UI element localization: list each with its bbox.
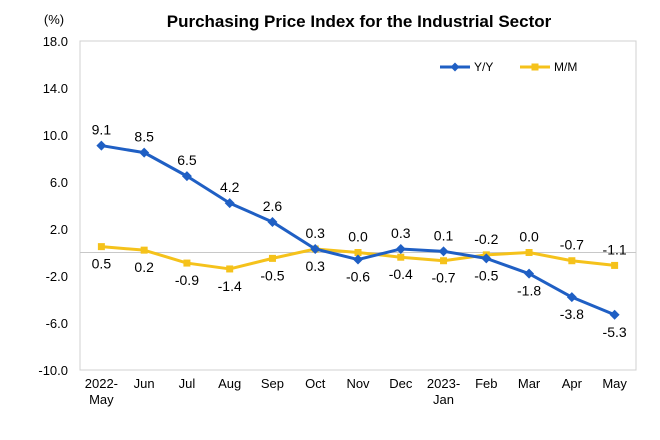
x-tick-label: 2022-: [85, 376, 118, 391]
point-mm: [268, 254, 276, 262]
data-label-yy: -0.6: [346, 269, 370, 285]
y-axis-unit-label: (%): [44, 12, 64, 27]
data-label-mm: 0.2: [134, 259, 154, 275]
x-tick-label: Feb: [475, 376, 497, 391]
point-mm: [397, 253, 405, 261]
point-mm: [226, 265, 234, 273]
data-label-yy: -5.3: [603, 324, 627, 340]
data-label-mm: -0.5: [260, 267, 284, 283]
x-tick-label: May: [602, 376, 627, 391]
data-label-yy: 0.3: [391, 225, 411, 241]
chart-title: Purchasing Price Index for the Industria…: [167, 12, 552, 31]
data-label-yy: 8.5: [134, 129, 154, 145]
data-labels-layer: 9.1 8.5 6.5 4.2 2.6 0.3 -0.6 0.3 0.1 -0.5 -1.8 -3.8…: [92, 122, 627, 340]
point-mm: [183, 259, 191, 267]
x-tick-label: Nov: [346, 376, 370, 391]
point-yy: [181, 171, 192, 182]
x-tick-label: Jun: [134, 376, 155, 391]
point-yy: [224, 198, 235, 209]
x-tick-label: Sep: [261, 376, 284, 391]
y-tick-label: 6.0: [50, 175, 68, 190]
y-tick-label: 10.0: [43, 128, 68, 143]
point-mm: [525, 249, 533, 256]
point-yy: [395, 243, 406, 254]
data-label-mm: -0.2: [474, 231, 498, 247]
data-label-mm: 0.3: [305, 258, 325, 274]
point-mm: [440, 257, 448, 265]
y-tick-label: 2.0: [50, 222, 68, 237]
point-mm: [611, 261, 619, 269]
x-tick-label: 2023-: [427, 376, 460, 391]
point-yy: [524, 268, 535, 279]
point-mm: [140, 246, 148, 254]
plot-area: [79, 40, 637, 371]
legend-label-yy: Y/Y: [474, 60, 493, 74]
data-label-mm: -1.4: [218, 278, 242, 294]
data-label-yy: -1.8: [517, 283, 541, 299]
data-label-yy: 9.1: [92, 122, 112, 138]
y-tick-label: 14.0: [43, 81, 68, 96]
y-tick-label: 18.0: [43, 34, 68, 49]
y-axis: 18.0 14.0 10.0 6.0 2.0 -2.0 -6.0 -10.0: [38, 34, 68, 378]
data-label-yy: -3.8: [560, 306, 584, 322]
x-tick-label: Jul: [179, 376, 196, 391]
data-label-mm: -1.1: [603, 241, 627, 257]
point-mm: [568, 257, 576, 265]
legend-marker-mm: [531, 63, 539, 71]
data-label-mm: 0.0: [348, 229, 368, 245]
data-label-mm: -0.7: [431, 270, 455, 286]
data-label-mm: 0.5: [92, 256, 112, 272]
point-yy: [310, 243, 321, 254]
point-mm: [97, 243, 105, 251]
data-label-yy: -0.5: [474, 267, 498, 283]
point-yy: [353, 254, 363, 265]
x-tick-label: Mar: [518, 376, 541, 391]
point-yy: [481, 253, 492, 264]
legend-marker-yy: [450, 62, 460, 72]
data-label-mm: -0.7: [560, 237, 584, 253]
point-yy: [267, 216, 278, 227]
legend: Y/Y M/M: [440, 60, 577, 74]
point-yy: [609, 309, 620, 320]
x-tick-label: Dec: [389, 376, 413, 391]
legend-label-mm: M/M: [554, 60, 577, 74]
y-tick-label: -6.0: [46, 316, 68, 331]
data-label-yy: 2.6: [263, 198, 283, 214]
point-yy: [566, 292, 577, 303]
data-label-yy: 0.1: [434, 227, 454, 243]
x-tick-label: Oct: [305, 376, 326, 391]
data-label-mm: -0.9: [175, 272, 199, 288]
point-yy: [438, 246, 449, 257]
data-label-yy: 0.3: [305, 225, 325, 241]
point-yy: [96, 140, 107, 151]
y-tick-label: -2.0: [46, 269, 68, 284]
point-yy: [139, 147, 150, 158]
series-layer: [96, 140, 620, 320]
data-label-yy: 6.5: [177, 152, 197, 168]
point-mm: [354, 249, 362, 256]
data-label-mm: 0.0: [519, 229, 539, 245]
data-label-mm: -0.4: [389, 266, 413, 282]
data-label-yy: 4.2: [220, 179, 240, 195]
x-tick-label: Jan: [433, 392, 454, 407]
x-tick-label: Apr: [562, 376, 583, 391]
x-tick-label: Aug: [218, 376, 241, 391]
x-tick-label: May: [89, 392, 114, 407]
y-tick-label: -10.0: [38, 363, 68, 378]
